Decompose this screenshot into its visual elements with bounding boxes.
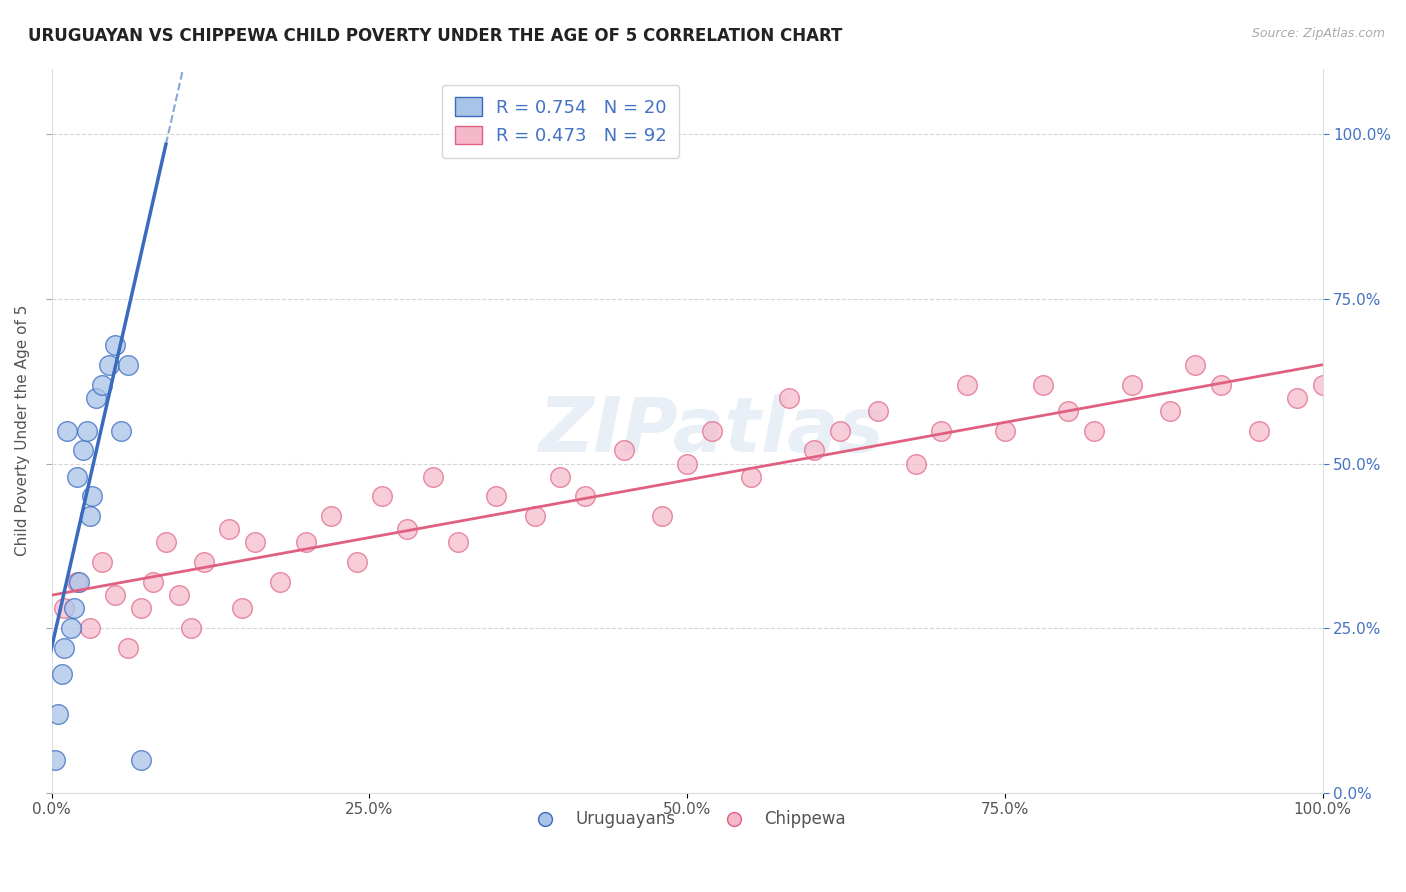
Point (574, 490, 596, 504)
Point (104, 588, 127, 602)
Point (129, 753, 152, 767)
Point (129, 601, 152, 615)
Point (72, 443, 94, 458)
Point (117, 640, 139, 655)
Point (1032, 377, 1054, 392)
Point (59, 621, 82, 635)
Text: Source: ZipAtlas.com: Source: ZipAtlas.com (1251, 27, 1385, 40)
Point (69, 574, 91, 589)
Point (97, 358, 120, 372)
Point (53, 601, 76, 615)
Point (702, 424, 724, 438)
Point (1159, 404, 1181, 418)
Point (828, 424, 851, 438)
Point (243, 535, 266, 549)
Point (51, 667, 73, 681)
Point (371, 490, 394, 504)
Point (1286, 391, 1309, 405)
Point (956, 377, 979, 392)
Point (1209, 377, 1232, 392)
Point (84, 391, 107, 405)
Text: URUGUAYAN VS CHIPPEWA CHILD POVERTY UNDER THE AGE OF 5 CORRELATION CHART: URUGUAYAN VS CHIPPEWA CHILD POVERTY UNDE… (28, 27, 842, 45)
Point (1247, 424, 1270, 438)
Point (422, 469, 444, 483)
Point (79, 509, 101, 524)
Point (485, 490, 508, 504)
Point (110, 424, 132, 438)
Point (63, 601, 86, 615)
Point (803, 443, 825, 458)
Point (91, 555, 114, 569)
Point (904, 457, 927, 471)
Point (91, 377, 114, 392)
Point (346, 555, 368, 569)
Point (193, 555, 215, 569)
Text: ZIPatlas: ZIPatlas (540, 393, 886, 467)
Point (46, 706, 69, 721)
Point (1312, 377, 1334, 392)
Point (548, 469, 571, 483)
Point (167, 588, 190, 602)
Point (104, 338, 127, 352)
Point (778, 391, 800, 405)
Point (142, 574, 165, 589)
Point (651, 509, 673, 524)
Point (1083, 424, 1105, 438)
Point (218, 522, 240, 536)
Point (321, 509, 343, 524)
Point (1121, 377, 1143, 392)
Point (269, 574, 291, 589)
Point (82, 490, 104, 504)
Point (55, 424, 77, 438)
Point (447, 535, 470, 549)
Y-axis label: Child Poverty Under the Age of 5: Child Poverty Under the Age of 5 (15, 305, 30, 557)
Point (231, 601, 253, 615)
Point (76, 424, 98, 438)
Point (294, 535, 316, 549)
Point (740, 469, 762, 483)
Point (66, 574, 89, 589)
Point (79, 621, 101, 635)
Point (180, 621, 202, 635)
Point (53, 640, 76, 655)
Point (44, 753, 66, 767)
Point (155, 535, 177, 549)
Point (612, 443, 634, 458)
Point (866, 404, 889, 418)
Point (929, 424, 952, 438)
Legend: Uruguayans, Chippewa: Uruguayans, Chippewa (522, 804, 852, 835)
Point (676, 457, 699, 471)
Point (66, 469, 89, 483)
Point (117, 358, 139, 372)
Point (523, 509, 546, 524)
Point (1057, 404, 1080, 418)
Point (1184, 358, 1206, 372)
Point (396, 522, 419, 536)
Point (994, 424, 1017, 438)
